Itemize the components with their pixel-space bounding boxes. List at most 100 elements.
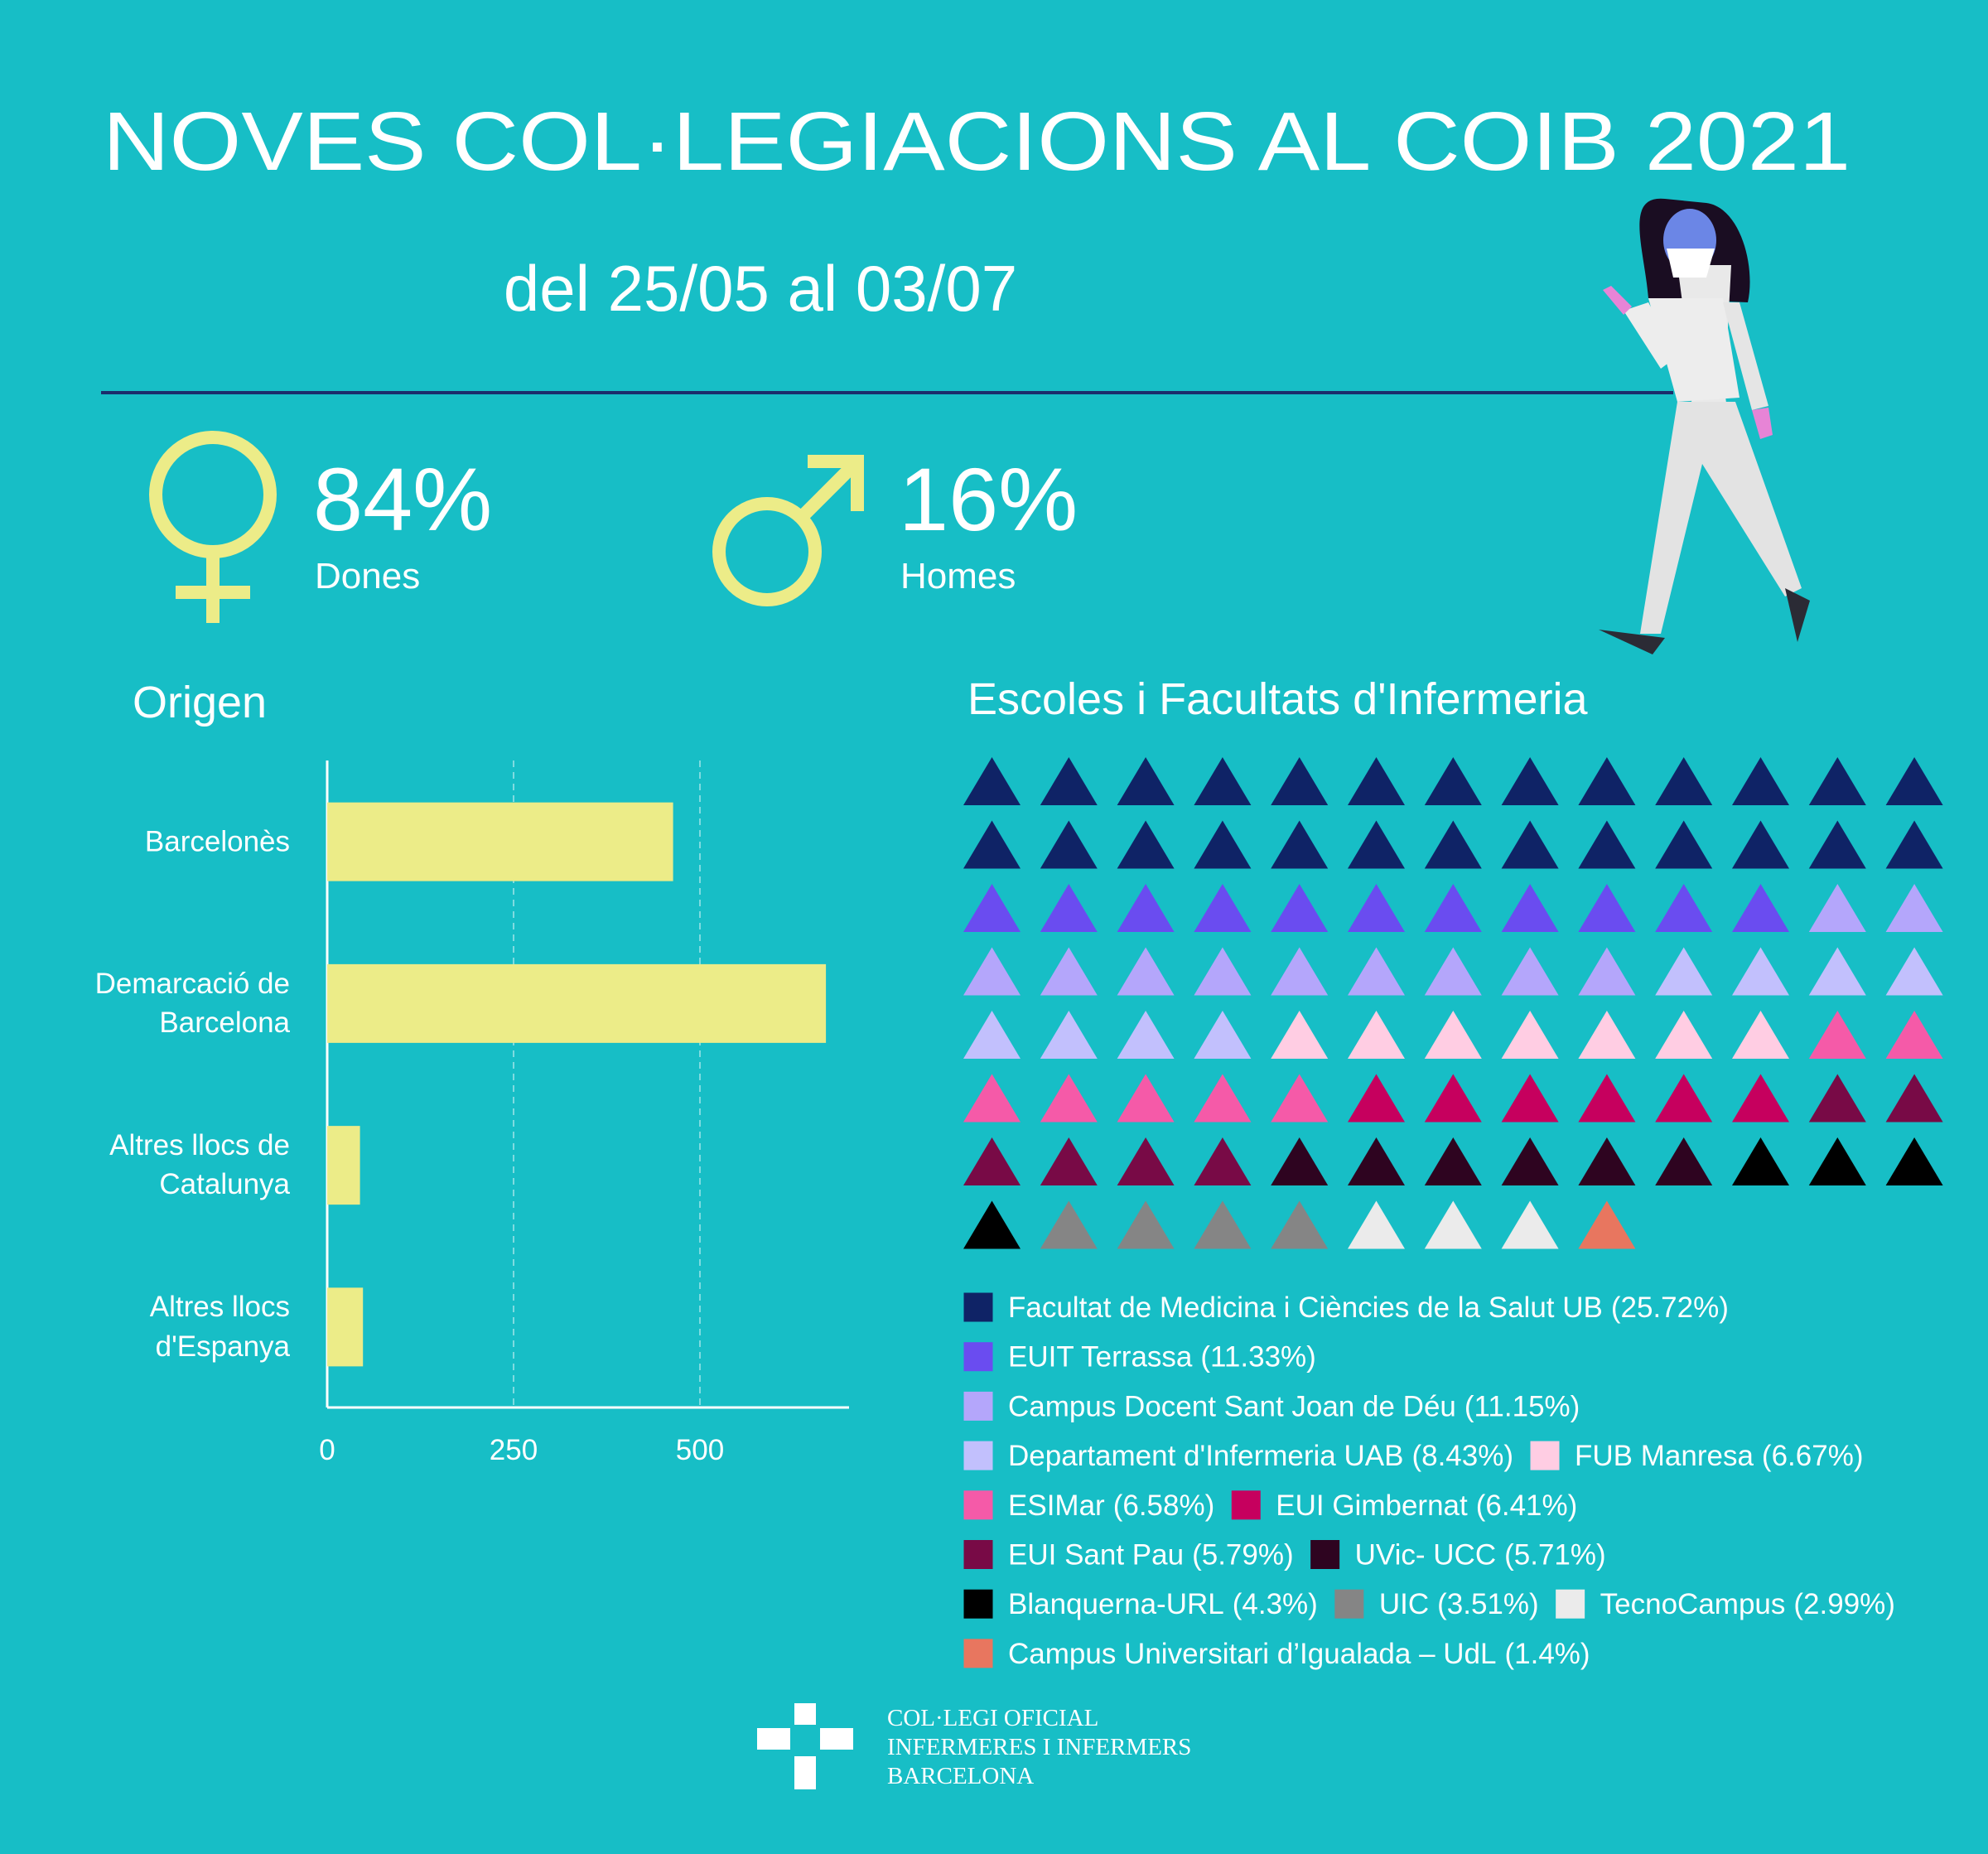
legend-value: (8.43%) [1411,1440,1513,1472]
waffle-cell [963,1074,1021,1123]
waffle-cell [1194,1137,1252,1185]
waffle-cell [963,947,1021,996]
waffle-cell [1424,1200,1482,1249]
legend-swatch [963,1440,994,1471]
y-tick-label: Barcelonès [144,825,290,857]
waffle-cell [1885,1011,1943,1059]
waffle-cell [1732,757,1789,805]
legend-value: (4.3%) [1233,1588,1318,1620]
legend-swatch [963,1539,994,1570]
waffle-cell [1808,1011,1866,1059]
legend-swatch [1334,1588,1365,1620]
waffle-cell [1808,884,1866,932]
waffle-cell [1424,947,1482,996]
waffle-cell [1501,820,1559,869]
waffle-cell [1655,1074,1713,1123]
waffle-cell [1348,884,1405,932]
legend-name: Facultat de Medicina i Ciències de la Sa… [1008,1292,1603,1324]
waffle-cell [1117,947,1175,996]
legend-entry: TecnoCampus (2.99%) [1600,1588,1895,1620]
waffle-cell [1194,947,1252,996]
legend-entry: EUIT Terrassa (11.33%) [1008,1341,1316,1374]
waffle-cell [1578,1137,1636,1185]
waffle-cell [1348,757,1405,805]
waffle-cell [1808,1137,1866,1185]
waffle-cell [1271,1137,1329,1185]
waffle-cell [1194,1074,1252,1123]
legend-swatch [963,1390,994,1422]
legend-swatch [963,1341,994,1373]
waffle-cell [1040,1011,1098,1059]
legend-entry: Campus Docent Sant Joan de Déu (11.15%) [1008,1390,1580,1422]
waffle-cell [1271,1011,1329,1059]
waffle-cell [1348,820,1405,869]
stat-value: 16% [899,449,1078,549]
footer-text: INFERMERES I INFERMERS [887,1734,1191,1760]
legend-swatch [1310,1539,1341,1570]
waffle-cell [1040,757,1098,805]
waffle-cell [1732,820,1789,869]
legend-name: UVic- UCC [1355,1539,1496,1572]
waffle-cell [1501,947,1559,996]
bar [327,802,673,881]
legend-name: UIC [1379,1588,1429,1620]
legend-value: (5.71%) [1504,1539,1606,1572]
venus-icon [149,431,277,623]
waffle-cell [1885,1074,1943,1123]
legend-value: (1.4%) [1504,1638,1590,1670]
waffle-cell [1885,1137,1943,1185]
waffle-cell [1117,757,1175,805]
waffle-cell [1424,1011,1482,1059]
y-tick-label: Altres llocs d'Espanya [149,1291,290,1363]
waffle-cell [1578,1074,1636,1123]
legend-swatch [1230,1489,1262,1521]
legend-value: (6.41%) [1476,1489,1578,1522]
waffle-cell [1732,1011,1789,1059]
legend-value: (11.33%) [1200,1341,1315,1374]
waffle-cell [1655,884,1713,932]
waffle-cell [1655,757,1713,805]
waffle-cell [1117,1137,1175,1185]
legend-entry: UIC (3.51%) [1379,1588,1539,1620]
legend-swatch [1555,1588,1586,1620]
waffle-cell [1808,947,1866,996]
waffle-cell [1578,820,1636,869]
legend-value: (11.15%) [1464,1390,1580,1422]
waffle-cell [1117,820,1175,869]
waffle-cell [1348,947,1405,996]
waffle-cell [1732,1074,1789,1123]
waffle-cell [1424,884,1482,932]
legend-name: FUB Manresa [1575,1440,1754,1472]
section-title: Origen [133,678,267,727]
x-tick-label: 250 [490,1434,538,1466]
waffle-cell [1424,820,1482,869]
waffle-cell [1117,884,1175,932]
waffle-cell [1501,757,1559,805]
legend-name: Campus Universitari d’Igualada – UdL [1008,1638,1496,1670]
waffle-cell [1501,1137,1559,1185]
footer-text: COL·LEGI OFICIAL [887,1705,1098,1731]
waffle-cell [1501,1074,1559,1123]
legend-entry: FUB Manresa (6.67%) [1575,1440,1863,1472]
legend-entry: Blanquerna-URL (4.3%) [1008,1588,1318,1620]
waffle-cell [1117,1011,1175,1059]
legend-name: EUI Gimbernat [1276,1489,1468,1522]
legend-entry: Facultat de Medicina i Ciències de la Sa… [1008,1292,1729,1324]
waffle-cell [1808,1074,1866,1123]
legend-swatch [963,1588,994,1620]
waffle-cell [1424,1137,1482,1185]
bar [327,1126,360,1205]
waffle-cell [1117,1074,1175,1123]
waffle-cell [1885,884,1943,932]
waffle-cell [1194,1011,1252,1059]
legend-value: (3.51%) [1437,1588,1539,1620]
waffle-cell [1578,757,1636,805]
waffle-cell [1732,884,1789,932]
waffle-cell [1732,947,1789,996]
waffle-cell [1808,757,1866,805]
waffle-cell [1040,1074,1098,1123]
stat-label: Homes [900,556,1016,596]
legend-entry: ESIMar (6.58%) [1008,1489,1214,1522]
waffle-cell [1655,947,1713,996]
